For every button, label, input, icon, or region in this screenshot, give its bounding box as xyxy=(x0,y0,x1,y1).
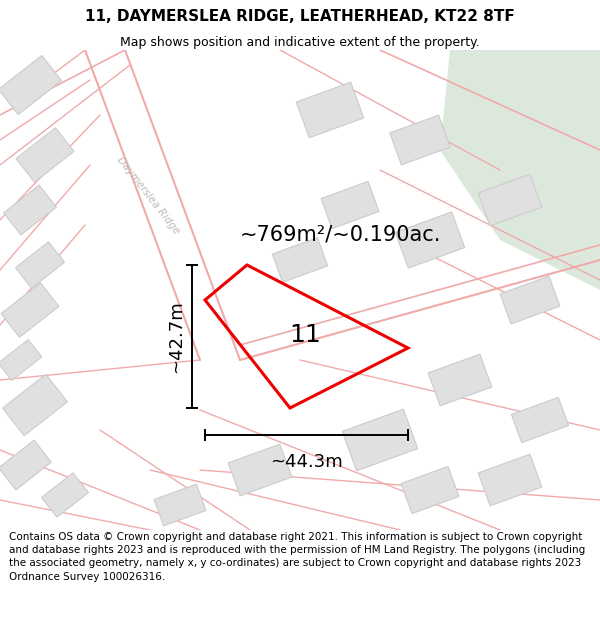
Polygon shape xyxy=(0,440,52,490)
Polygon shape xyxy=(16,242,65,288)
Text: 11: 11 xyxy=(290,323,322,348)
Polygon shape xyxy=(0,339,42,381)
Polygon shape xyxy=(428,354,492,406)
Polygon shape xyxy=(401,466,459,514)
Polygon shape xyxy=(16,127,74,182)
Polygon shape xyxy=(511,398,569,442)
Polygon shape xyxy=(390,115,450,165)
Polygon shape xyxy=(321,181,379,229)
Text: ~42.7m: ~42.7m xyxy=(167,300,185,373)
Text: Contains OS data © Crown copyright and database right 2021. This information is : Contains OS data © Crown copyright and d… xyxy=(9,532,585,581)
Polygon shape xyxy=(41,473,88,517)
Text: Daymerslea Ridge: Daymerslea Ridge xyxy=(115,154,181,236)
Polygon shape xyxy=(478,174,542,226)
Text: Map shows position and indicative extent of the property.: Map shows position and indicative extent… xyxy=(120,36,480,49)
Polygon shape xyxy=(478,454,542,506)
Polygon shape xyxy=(500,276,560,324)
Text: 11, DAYMERSLEA RIDGE, LEATHERHEAD, KT22 8TF: 11, DAYMERSLEA RIDGE, LEATHERHEAD, KT22 … xyxy=(85,9,515,24)
Polygon shape xyxy=(1,282,59,338)
Polygon shape xyxy=(272,238,328,282)
Polygon shape xyxy=(296,82,364,138)
Polygon shape xyxy=(2,374,67,436)
Polygon shape xyxy=(4,185,56,235)
Polygon shape xyxy=(395,212,464,268)
Text: ~44.3m: ~44.3m xyxy=(270,453,343,471)
Text: ~769m²/~0.190ac.: ~769m²/~0.190ac. xyxy=(239,225,440,245)
Polygon shape xyxy=(154,484,206,526)
Polygon shape xyxy=(0,56,62,114)
Polygon shape xyxy=(342,409,418,471)
Polygon shape xyxy=(440,50,600,290)
Polygon shape xyxy=(228,444,292,496)
